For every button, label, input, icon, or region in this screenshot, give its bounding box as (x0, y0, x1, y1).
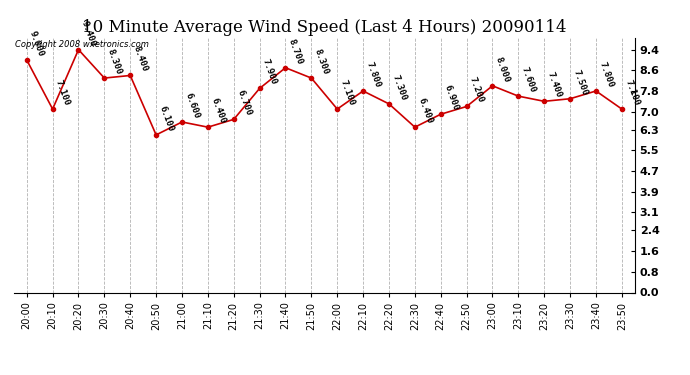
Text: 8.700: 8.700 (287, 38, 304, 66)
Text: 6.600: 6.600 (184, 92, 201, 120)
Text: 7.900: 7.900 (261, 58, 279, 86)
Text: 6.400: 6.400 (209, 97, 227, 125)
Text: 7.100: 7.100 (339, 79, 356, 107)
Text: 7.100: 7.100 (623, 79, 641, 107)
Text: 6.100: 6.100 (157, 105, 175, 133)
Text: 9.000: 9.000 (28, 30, 46, 58)
Text: Copyright 2008 wxetronics.com: Copyright 2008 wxetronics.com (15, 40, 149, 49)
Text: 9.400: 9.400 (80, 19, 97, 48)
Text: 6.700: 6.700 (235, 89, 253, 117)
Text: 7.500: 7.500 (571, 68, 589, 97)
Text: 7.100: 7.100 (54, 79, 72, 107)
Text: 7.400: 7.400 (546, 71, 563, 99)
Text: 7.200: 7.200 (468, 76, 486, 104)
Text: 8.400: 8.400 (132, 45, 149, 74)
Text: 8.300: 8.300 (106, 48, 124, 76)
Text: 7.300: 7.300 (391, 74, 408, 102)
Text: 7.800: 7.800 (598, 61, 615, 89)
Text: 7.600: 7.600 (520, 66, 538, 94)
Text: 6.400: 6.400 (416, 97, 434, 125)
Text: 8.000: 8.000 (494, 56, 511, 84)
Text: 7.800: 7.800 (364, 61, 382, 89)
Title: 10 Minute Average Wind Speed (Last 4 Hours) 20090114: 10 Minute Average Wind Speed (Last 4 Hou… (82, 19, 566, 36)
Text: 6.900: 6.900 (442, 84, 460, 112)
Text: 8.300: 8.300 (313, 48, 331, 76)
